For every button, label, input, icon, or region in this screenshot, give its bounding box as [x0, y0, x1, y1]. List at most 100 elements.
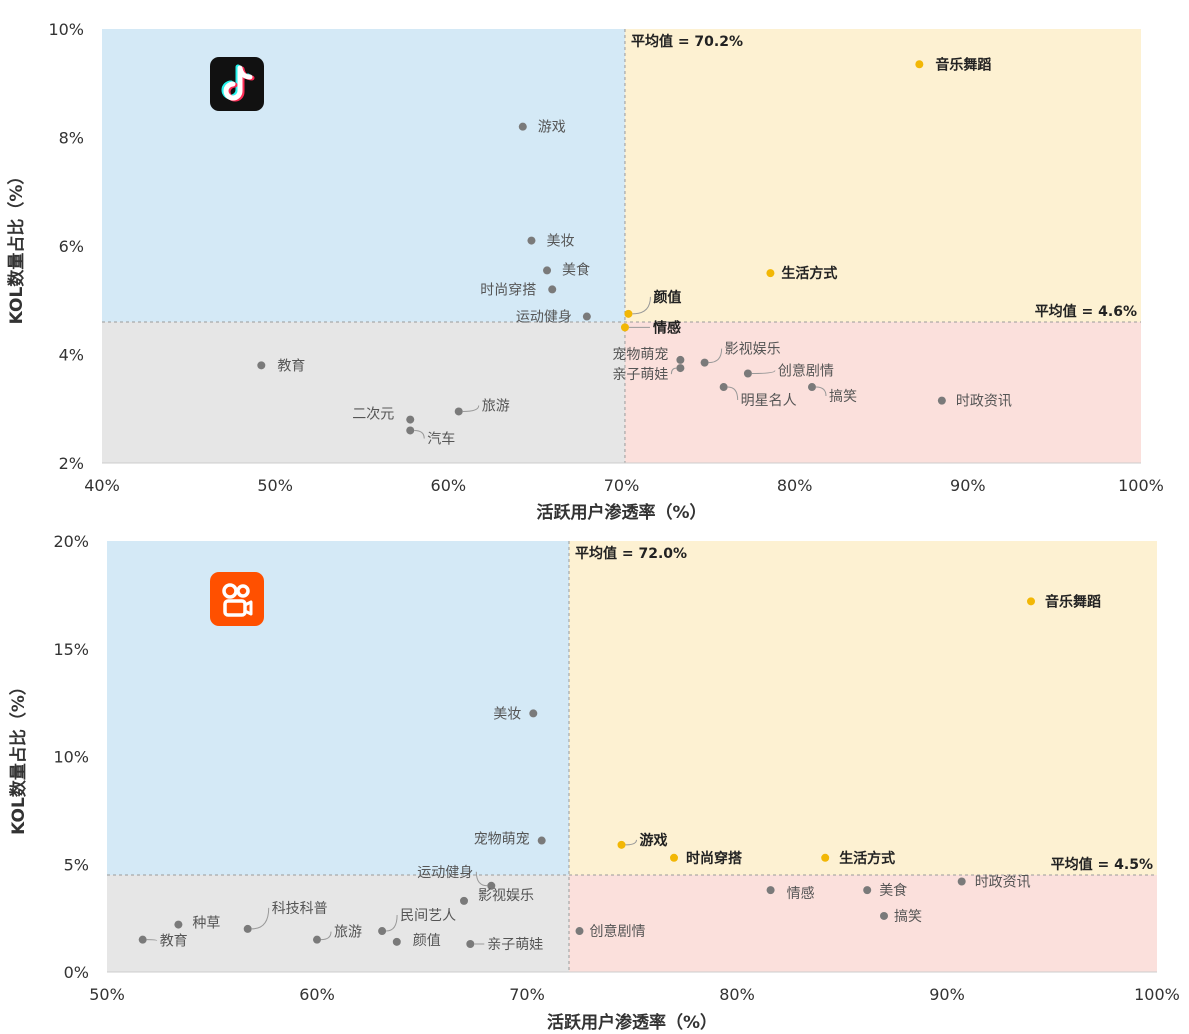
data-point — [915, 60, 924, 69]
y-axis-title: KOL数量占比（%） — [8, 678, 29, 835]
data-point — [937, 396, 946, 405]
point-label: 亲子萌娃 — [612, 367, 668, 383]
label-leader-line — [386, 915, 398, 932]
data-point — [957, 877, 966, 886]
data-point — [518, 122, 527, 131]
quadrant-bottom-right — [569, 875, 1157, 972]
point-label: 科技科普 — [272, 901, 328, 917]
point-label: 美妆 — [493, 706, 521, 722]
avg-y-label: 平均值 = 4.5% — [1051, 856, 1153, 873]
point-label: 教育 — [277, 358, 305, 374]
quadrant-bottom-left — [102, 321, 625, 463]
label-leader-line — [251, 907, 270, 930]
point-label: 搞笑 — [829, 389, 857, 405]
data-point — [243, 924, 252, 933]
data-point — [624, 309, 633, 318]
point-label: 游戏 — [538, 120, 566, 136]
point-label: 时政资讯 — [956, 394, 1012, 410]
y-tick-label: 5% — [64, 855, 89, 874]
data-point — [174, 920, 183, 929]
point-label: 宠物萌宠 — [474, 832, 530, 848]
y-tick-label: 15% — [53, 640, 89, 659]
label-leader-line — [632, 296, 651, 315]
data-point — [676, 364, 685, 373]
x-tick-label: 50% — [257, 476, 293, 495]
point-label: 亲子萌娃 — [487, 937, 543, 953]
label-leader-line — [462, 405, 480, 412]
data-point — [863, 886, 872, 895]
point-label: 民间艺人 — [400, 908, 456, 924]
y-tick-label: 10% — [53, 748, 89, 767]
point-label: 影视娱乐 — [478, 888, 534, 904]
scatter-chart-1: 平均值 = 70.2% 平均值 = 4.6% 40% 50% 60% 70% 80% 90% 1… — [6, 20, 1164, 523]
point-label: 游戏 — [640, 832, 668, 849]
data-point — [821, 853, 830, 862]
label-leader-line — [625, 839, 637, 846]
data-point — [466, 939, 475, 948]
point-label: 影视娱乐 — [725, 342, 781, 358]
y-tick-label: 2% — [59, 454, 84, 473]
data-point — [406, 426, 415, 435]
point-label: 创意剧情 — [590, 923, 646, 940]
x-tick-label: 40% — [84, 476, 120, 495]
quadrant-top-left — [107, 541, 569, 876]
data-point — [527, 236, 536, 245]
label-leader-line — [751, 370, 776, 374]
data-point — [392, 937, 401, 946]
point-label: 种草 — [192, 916, 220, 932]
x-tick-label: 90% — [929, 985, 965, 1004]
data-point — [766, 886, 775, 895]
label-leader-line — [727, 386, 739, 401]
point-label: 颜值 — [413, 933, 441, 949]
data-point — [700, 358, 709, 367]
douyin-logo-icon — [210, 57, 264, 111]
data-point — [582, 312, 591, 321]
quadrant-bottom-left — [107, 875, 569, 972]
x-tick-label: 50% — [89, 985, 125, 1004]
point-label: 二次元 — [352, 407, 394, 423]
point-label: 明星名人 — [741, 393, 797, 409]
point-label: 音乐舞蹈 — [935, 56, 991, 73]
point-label: 旅游 — [482, 398, 510, 414]
point-label: 颜值 — [653, 289, 681, 306]
label-leader-line — [708, 348, 723, 364]
x-tick-label: 60% — [431, 476, 467, 495]
point-label: 美食 — [879, 882, 907, 899]
label-leader-line — [320, 931, 332, 941]
quadrant-top-left — [102, 29, 625, 322]
x-tick-label: 100% — [1118, 476, 1164, 495]
quadrant-top-right — [624, 29, 1141, 322]
data-point — [620, 323, 629, 332]
x-axis-title: 活跃用户渗透率（%） — [547, 1012, 717, 1033]
label-leader-line — [146, 939, 158, 941]
data-point — [617, 840, 626, 849]
data-point — [575, 927, 584, 936]
y-tick-label: 4% — [59, 346, 84, 365]
x-tick-label: 80% — [719, 985, 755, 1004]
data-point — [138, 935, 147, 944]
quadrant-bottom-right — [624, 321, 1141, 463]
label-leader-line — [475, 871, 488, 887]
kuaishou-logo-icon — [210, 572, 264, 626]
point-label: 生活方式 — [839, 850, 895, 867]
point-label: 生活方式 — [781, 265, 837, 282]
data-point — [743, 369, 752, 378]
x-tick-label: 80% — [777, 476, 813, 495]
x-tick-label: 60% — [299, 985, 335, 1004]
quadrant-top-right — [569, 541, 1157, 876]
point-label: 旅游 — [334, 925, 362, 941]
point-label: 时尚穿搭 — [480, 282, 536, 298]
x-tick-label: 100% — [1134, 985, 1180, 1004]
point-label: 情感 — [787, 885, 815, 902]
data-point — [676, 355, 685, 364]
x-tick-label: 70% — [604, 476, 640, 495]
avg-x-label: 平均值 = 72.0% — [575, 545, 687, 562]
data-point — [1027, 597, 1035, 606]
point-label: 情感 — [653, 319, 681, 336]
data-point — [766, 269, 775, 278]
x-axis-title: 活跃用户渗透率（%） — [536, 502, 706, 523]
point-label: 运动健身 — [417, 865, 473, 881]
data-point — [529, 709, 538, 718]
